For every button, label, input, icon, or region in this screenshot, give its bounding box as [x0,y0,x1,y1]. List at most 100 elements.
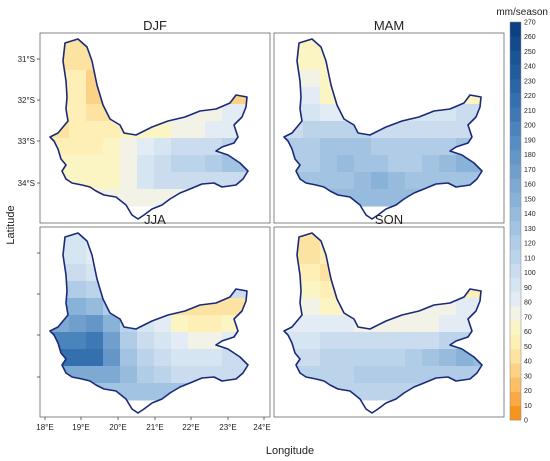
grid-cell [388,349,406,367]
grid-cell [337,349,355,367]
longitude-tick-labels: 18°E 19°E 20°E 21°E 22°E 23°E 24°E [36,423,270,432]
colorbar-tick-label: 150 [524,196,536,203]
grid-cell [120,332,138,350]
grid-cell [154,138,172,156]
colorbar-tick-label: 270 [524,20,536,27]
lon-tick-21e: 21°E [146,423,163,432]
grid-cell [137,383,155,401]
grid-cell [103,332,121,350]
grid-cell [69,104,87,122]
grid-cell [222,298,240,316]
grid-cell [171,366,189,384]
colorbar-segment [510,263,521,279]
grid-cell [188,349,206,367]
colorbar-segment [510,78,521,94]
colorbar-segment [510,363,521,378]
grid-cell [303,53,321,71]
grid-cell [103,172,121,190]
colorbar-tick-label: 60 [524,329,532,336]
grid-cell [320,366,338,384]
grid-cell [154,349,172,367]
colorbar-segment [510,149,521,165]
grid-cell [405,172,423,190]
grid-cell [222,104,240,122]
colorbar-unit: mm/season [496,7,548,18]
grid-cell [69,121,87,139]
grid-cell [303,264,321,282]
grid-cell [354,332,372,350]
grid-cell [439,121,457,139]
grid-cell [320,298,338,316]
grid-cell [371,172,389,190]
colorbar-segment [510,249,521,264]
colorbar-tick-label: 30 [524,373,532,380]
grid-cell [205,349,223,367]
lon-tick-18e: 18°E [36,423,53,432]
grid-cell [69,281,87,299]
grid-cell [205,155,223,173]
grid-cell [320,332,338,350]
lat-tick-33s: 33°S [18,137,35,146]
grid-cell [405,349,423,367]
grid-cell [137,349,155,367]
grid-cell [137,189,155,207]
grid-cell [439,315,457,333]
grid-cell [103,155,121,173]
colorbar-tick-label: 240 [524,64,536,71]
grid-cell [69,315,87,333]
colorbar-segment [510,121,521,137]
colorbar-tick-label: 190 [524,137,536,144]
colorbar-frame [509,21,522,421]
grid-cell [69,53,87,71]
province-outline-mam [283,38,483,220]
colorbar-tick-label: 40 [524,359,532,366]
grid-cell [171,332,189,350]
grid-cell [120,349,138,367]
colorbar-segment [510,391,521,407]
grid-cell [388,155,406,173]
colorbar-segment [510,178,521,193]
colorbar-segment [510,50,521,65]
grid-cell [320,121,338,139]
grid-cell [405,366,423,384]
colorbar-tick-label: 110 [524,255,535,262]
longitude-tick-marks [44,417,265,420]
grid-cell [337,332,355,350]
colorbar-tick-label: 130 [524,226,536,233]
colorbar-segment [510,377,521,392]
colorbar-tick-label: 0 [524,418,528,425]
colorbar-segment [510,348,521,364]
colorbar-segment [510,306,521,321]
grid-cell [86,121,104,139]
grid-cell [303,298,321,316]
grid-cell [171,349,189,367]
grid-cell [137,366,155,384]
grid-cell [388,332,406,350]
grid-cell [120,383,138,401]
colorbar-segment [510,192,521,208]
grid-cell [354,138,372,156]
grid-cell [137,172,155,190]
grid-cell [171,121,189,139]
panel-title-jja: JJA [144,212,166,227]
colorbar-tick-label: 210 [524,108,536,115]
colorbar-tick-label: 180 [524,152,536,159]
colorbar-segment [510,277,521,293]
grid-cell [354,172,372,190]
grid-cell [337,155,355,173]
colorbar-tick-label: 90 [524,285,532,292]
grid-cell [188,315,206,333]
colorbar-segment [510,164,521,179]
grid-cell [69,155,87,173]
grid-cell [303,121,321,139]
lon-tick-23e: 23°E [219,423,236,432]
grid-cell [422,349,440,367]
grid-cell [86,298,104,316]
panel-title-son: SON [375,212,403,227]
grid-cell [303,104,321,122]
lat-tick-34s: 34°S [18,179,35,188]
grid-cell [337,315,355,333]
province-outline-jja [49,232,249,414]
grid-cell [137,155,155,173]
grid-cell [86,349,104,367]
